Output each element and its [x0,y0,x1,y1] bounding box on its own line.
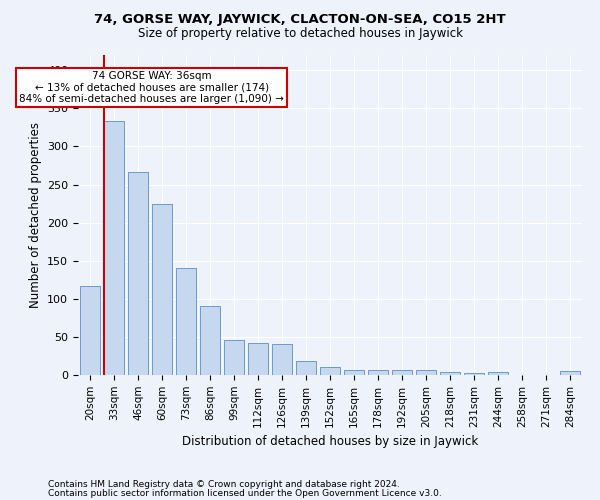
Bar [200,306,220,375]
Bar [104,122,124,375]
Bar [248,343,268,375]
Bar [560,371,580,375]
Bar [296,362,316,375]
Text: Contains HM Land Registry data © Crown copyright and database right 2024.: Contains HM Land Registry data © Crown c… [48,480,400,489]
Bar [128,172,148,375]
Text: 74 GORSE WAY: 36sqm
← 13% of detached houses are smaller (174)
84% of semi-detac: 74 GORSE WAY: 36sqm ← 13% of detached ho… [19,71,284,104]
Bar [368,370,388,375]
Y-axis label: Number of detached properties: Number of detached properties [29,122,41,308]
Text: Size of property relative to detached houses in Jaywick: Size of property relative to detached ho… [137,28,463,40]
Bar [488,372,508,375]
Bar [392,370,412,375]
Bar [80,286,100,375]
Bar [464,372,484,375]
Bar [320,368,340,375]
Text: 74, GORSE WAY, JAYWICK, CLACTON-ON-SEA, CO15 2HT: 74, GORSE WAY, JAYWICK, CLACTON-ON-SEA, … [94,12,506,26]
Text: Contains public sector information licensed under the Open Government Licence v3: Contains public sector information licen… [48,488,442,498]
Bar [176,268,196,375]
X-axis label: Distribution of detached houses by size in Jaywick: Distribution of detached houses by size … [182,435,478,448]
Bar [440,372,460,375]
Bar [416,370,436,375]
Bar [224,340,244,375]
Bar [152,204,172,375]
Bar [272,344,292,375]
Bar [344,370,364,375]
